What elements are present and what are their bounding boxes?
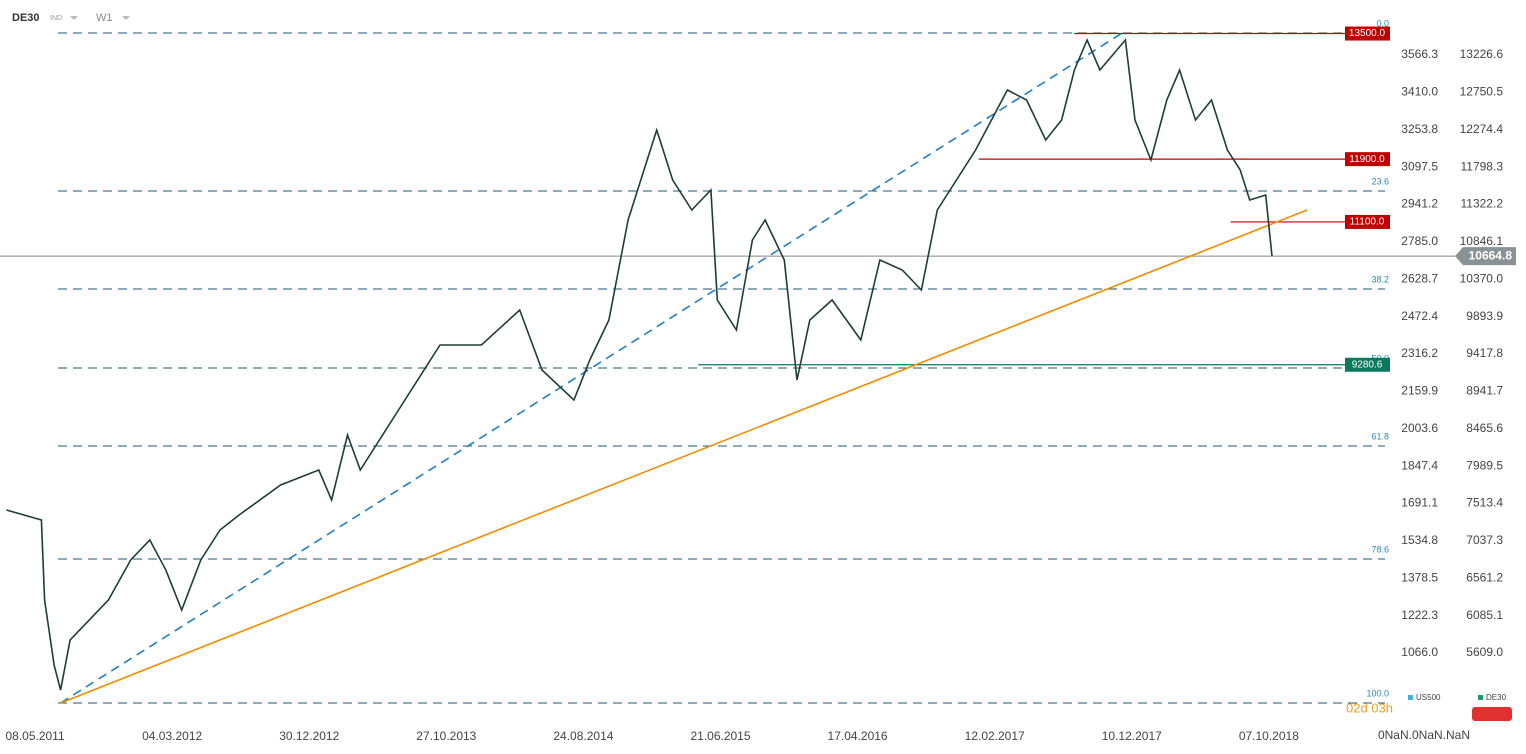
- interval-dropdown[interactable]: [122, 16, 130, 20]
- trend-line: [60, 209, 1308, 704]
- price-line: [6, 37, 1273, 691]
- x-tick-label: 08.05.2011: [5, 729, 64, 743]
- current-price-tag: [1455, 247, 1516, 266]
- y-tick-label: 12274.4: [1460, 122, 1504, 136]
- current-price-label: 10664.8: [1469, 248, 1513, 262]
- price-level-label: 11100.0: [1350, 217, 1385, 228]
- y2-tick-label: 2628.7: [1401, 271, 1438, 285]
- price-level-box: [1345, 26, 1390, 41]
- y-tick-label: 7989.5: [1466, 458, 1503, 472]
- y2-tick-label: 1066.0: [1401, 645, 1438, 659]
- x-tick-label: 21.06.2015: [690, 729, 750, 743]
- price-level-box: [1345, 357, 1390, 372]
- y-tick-label: 12750.5: [1460, 85, 1504, 99]
- fib-label: 100.0: [1366, 688, 1389, 698]
- legend-label: DE30: [1486, 693, 1507, 702]
- y-tick-label: 7037.3: [1466, 533, 1503, 547]
- x-tick-label: 17.04.2016: [828, 729, 888, 743]
- y2-tick-label: 2472.4: [1401, 309, 1438, 323]
- y-tick-label: 7513.4: [1466, 496, 1503, 510]
- y-tick-label: 11798.3: [1461, 159, 1504, 173]
- x-tick-label: 30.12.2012: [279, 729, 339, 743]
- y-tick-label: 11322.2: [1461, 197, 1504, 211]
- y-tick-label: 9893.9: [1466, 309, 1503, 323]
- x-tick-label: 10.12.2017: [1102, 729, 1162, 743]
- y-tick-label: 9417.8: [1466, 346, 1503, 360]
- y2-tick-label: 2316.2: [1401, 346, 1438, 360]
- y-tick-label: 8941.7: [1466, 384, 1503, 398]
- y2-tick-label: 3097.5: [1401, 159, 1438, 173]
- market-dropdown[interactable]: [70, 16, 78, 20]
- price-level-label: 13500.0: [1349, 28, 1386, 39]
- y-tick-label: 13226.6: [1460, 47, 1504, 61]
- y2-tick-label: 1847.4: [1401, 458, 1438, 472]
- y-tick-label: 6085.1: [1466, 608, 1503, 622]
- clock: 0NaN.0NaN.NaN: [1378, 728, 1470, 742]
- y2-tick-label: 3566.3: [1401, 47, 1438, 61]
- x-tick-label: 12.02.2017: [965, 729, 1025, 743]
- x-tick-label: 04.03.2012: [142, 729, 202, 743]
- y-tick-label: 10370.0: [1460, 271, 1504, 285]
- y2-tick-label: 2003.6: [1401, 421, 1438, 435]
- fib-label: 38.2: [1371, 274, 1389, 284]
- price-level-box: [1345, 152, 1390, 167]
- y2-tick-label: 2785.0: [1401, 234, 1438, 248]
- price-level-box: [1345, 214, 1390, 229]
- x-tick-label: 07.10.2018: [1239, 729, 1299, 743]
- y2-tick-label: 1378.5: [1401, 570, 1438, 584]
- y2-tick-label: 1691.1: [1401, 496, 1438, 510]
- timer: 02d 03h: [1346, 700, 1393, 715]
- y-tick-label: 5609.0: [1466, 645, 1503, 659]
- price-level-label: 11900.0: [1349, 154, 1385, 165]
- y2-tick-label: 2159.9: [1401, 384, 1438, 398]
- alert-button[interactable]: [1472, 707, 1512, 721]
- y2-tick-label: 3253.8: [1401, 122, 1438, 136]
- y-tick-label: 8465.6: [1466, 421, 1503, 435]
- y2-tick-label: 3410.0: [1401, 85, 1438, 99]
- y2-tick-label: 2941.2: [1401, 197, 1438, 211]
- market: IND: [50, 15, 62, 22]
- price-level-label: 9280.6: [1352, 359, 1383, 370]
- legend-label: US500: [1416, 693, 1441, 702]
- x-tick-label: 24.08.2014: [553, 729, 613, 743]
- y2-tick-label: 1222.3: [1401, 608, 1438, 622]
- y-tick-label: 10846.1: [1460, 234, 1504, 248]
- y2-tick-label: 1534.8: [1401, 533, 1438, 547]
- symbol[interactable]: DE30: [12, 12, 40, 24]
- x-tick-label: 27.10.2013: [416, 729, 476, 743]
- fib-label: 78.6: [1371, 544, 1389, 554]
- legend-swatch: [1478, 695, 1483, 700]
- fib-label: 23.6: [1371, 176, 1389, 186]
- fib-label: 0.0: [1376, 18, 1389, 28]
- fib-label: 61.8: [1371, 431, 1389, 441]
- y-tick-label: 6561.2: [1466, 570, 1503, 584]
- interval[interactable]: W1: [96, 12, 113, 24]
- legend-swatch: [1408, 695, 1413, 700]
